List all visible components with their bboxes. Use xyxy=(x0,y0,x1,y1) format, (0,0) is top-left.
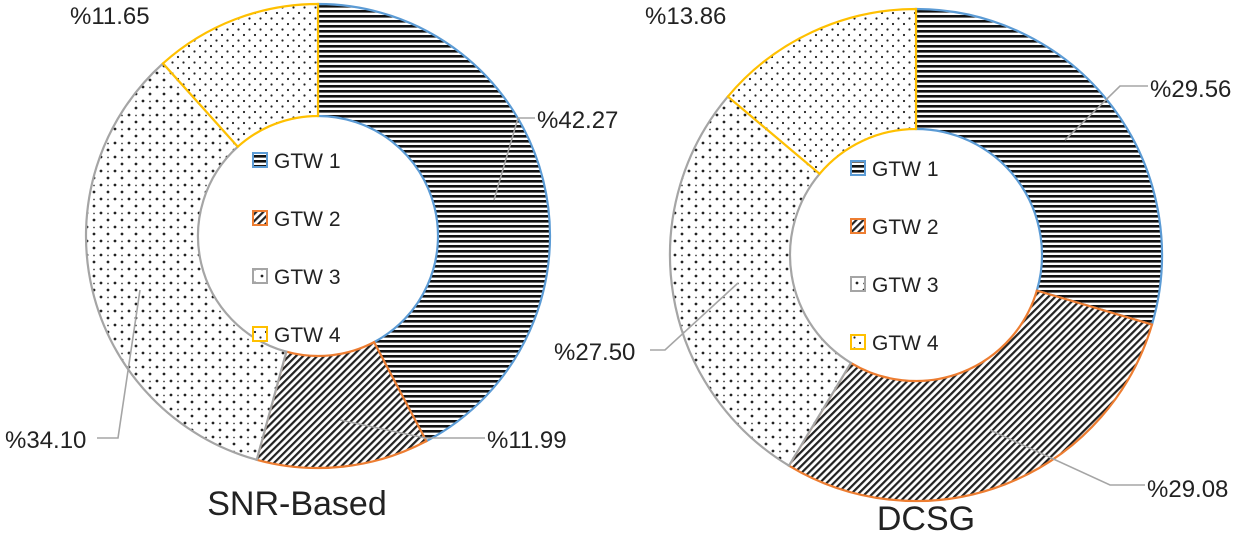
legend-label: GTW 2 xyxy=(872,216,939,239)
legend-swatch xyxy=(850,218,866,234)
slice-gtw-4 xyxy=(726,7,918,176)
data-label: %13.86 xyxy=(645,3,726,30)
data-label: %11.65 xyxy=(70,3,150,30)
data-label: %11.99 xyxy=(487,427,567,454)
chart-title: DCSG xyxy=(877,500,975,537)
donut-chart-1: %42.27 %11.99 %34.10 %11.65 GTW 1 GTW 2 GTW 3 G… xyxy=(5,2,618,523)
leader-line xyxy=(650,282,739,351)
legend-swatch xyxy=(252,326,268,342)
chart-title: SNR-Based xyxy=(207,485,387,523)
slice-gtw-3 xyxy=(668,94,853,468)
leader-line xyxy=(493,117,535,201)
leader-line xyxy=(1064,85,1148,141)
legend-swatch xyxy=(850,334,866,350)
slice-gtw-4 xyxy=(161,2,320,149)
legend-swatch xyxy=(850,160,866,176)
legend-swatch xyxy=(850,276,866,292)
slice-gtw-3 xyxy=(84,61,288,462)
slice-gtw-1 xyxy=(914,7,1164,326)
legend-swatch xyxy=(252,268,268,284)
legend-label: GTW 3 xyxy=(274,266,341,289)
data-label: %34.10 xyxy=(5,427,86,454)
legend-label: GTW 4 xyxy=(872,332,939,355)
legend-label: GTW 3 xyxy=(872,274,939,297)
legend-label: GTW 1 xyxy=(872,158,939,181)
legend-swatch xyxy=(252,210,268,226)
legend-label: GTW 4 xyxy=(274,324,341,347)
charts-layer: %42.27 %11.99 %34.10 %11.65 GTW 1 GTW 2 GTW 3 G… xyxy=(5,2,1231,538)
leader-line xyxy=(989,429,1145,486)
data-label: %42.27 xyxy=(537,107,618,134)
leader-line xyxy=(97,289,141,439)
legend-swatch xyxy=(252,152,268,168)
data-label: %27.50 xyxy=(554,339,635,366)
legend-label: GTW 1 xyxy=(274,150,341,173)
data-label: %29.56 xyxy=(1150,76,1231,103)
data-label: %29.08 xyxy=(1147,476,1228,503)
slice-gtw-1 xyxy=(316,2,552,443)
donut-chart-2: %29.56 %29.08 %27.50 %13.86 GTW 1 GTW 2 GTW 3 G… xyxy=(554,3,1231,538)
slice-gtw-2 xyxy=(787,289,1154,503)
legend-label: GTW 2 xyxy=(274,208,341,231)
leader-line xyxy=(339,419,485,439)
